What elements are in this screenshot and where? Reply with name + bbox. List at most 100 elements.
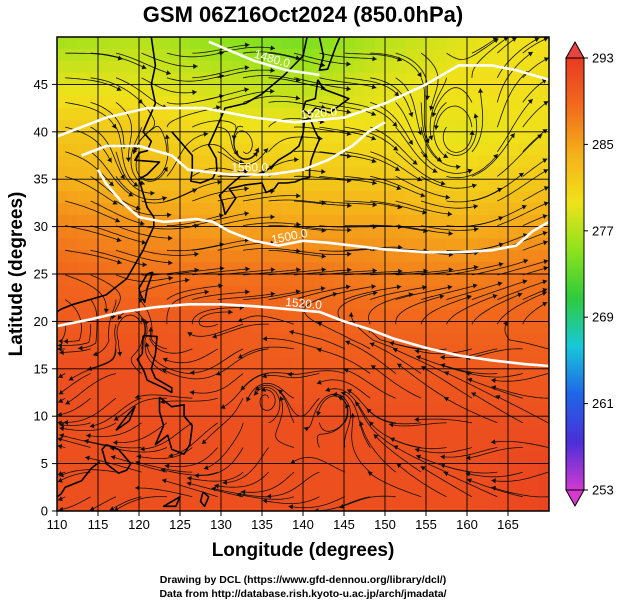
field-cell	[180, 61, 191, 73]
field-cell	[508, 381, 519, 393]
field-cell	[272, 487, 283, 499]
field-cell	[457, 404, 468, 416]
field-cell	[119, 475, 130, 487]
field-cell	[385, 487, 396, 499]
field-cell	[67, 132, 78, 144]
field-cell	[375, 227, 386, 239]
field-cell	[457, 452, 468, 464]
field-cell	[344, 345, 355, 357]
field-cell	[190, 345, 201, 357]
field-cell	[498, 404, 509, 416]
field-cell	[529, 452, 540, 464]
field-cell	[488, 250, 499, 262]
y-tick-label: 15	[34, 361, 48, 376]
field-cell	[436, 369, 447, 381]
field-cell	[436, 487, 447, 499]
field-cell	[170, 321, 181, 333]
field-cell	[447, 49, 458, 61]
field-cell	[262, 73, 273, 85]
field-cell	[416, 49, 427, 61]
colorbar-min-arrow	[566, 490, 584, 506]
field-cell	[436, 274, 447, 286]
field-cell	[406, 416, 417, 428]
field-cell	[98, 274, 109, 286]
field-cell	[78, 250, 89, 262]
field-cell	[67, 108, 78, 120]
field-cell	[67, 84, 78, 96]
field-cell	[88, 49, 99, 61]
field-cell	[190, 369, 201, 381]
field-cell	[293, 464, 304, 476]
field-cell	[539, 49, 550, 61]
x-tick-label: 145	[333, 517, 355, 532]
field-cell	[467, 487, 478, 499]
field-cell	[467, 274, 478, 286]
x-tick-label: 115	[88, 517, 109, 532]
field-cell	[149, 499, 160, 511]
field-cell	[78, 84, 89, 96]
field-cell	[498, 96, 509, 108]
field-cell	[375, 487, 386, 499]
field-cell	[365, 37, 376, 49]
field-cell	[272, 357, 283, 369]
field-cell	[170, 310, 181, 322]
field-cell	[529, 357, 540, 369]
field-cell	[293, 393, 304, 405]
field-cell	[272, 499, 283, 511]
colorbar-tick-label: 277	[592, 223, 614, 238]
field-cell	[108, 37, 119, 49]
field-cell	[119, 37, 130, 49]
field-cell	[344, 227, 355, 239]
field-cell	[201, 475, 212, 487]
field-cell	[67, 499, 78, 511]
field-cell	[334, 452, 345, 464]
field-cell	[221, 321, 232, 333]
field-cell	[375, 452, 386, 464]
field-cell	[211, 345, 222, 357]
field-cell	[98, 61, 109, 73]
field-cell	[508, 96, 519, 108]
field-cell	[149, 238, 160, 250]
field-cell	[426, 49, 437, 61]
field-cell	[221, 274, 232, 286]
field-cell	[385, 321, 396, 333]
field-cell	[436, 84, 447, 96]
field-cell	[385, 369, 396, 381]
field-cell	[160, 73, 171, 85]
credit-drawing: Drawing by DCL (https://www.gfd-dennou.o…	[160, 574, 446, 586]
field-cell	[324, 475, 335, 487]
field-cell	[324, 404, 335, 416]
field-cell	[529, 156, 540, 168]
field-cell	[518, 345, 529, 357]
field-cell	[436, 49, 447, 61]
field-cell	[313, 475, 324, 487]
field-cell	[365, 61, 376, 73]
field-cell	[108, 132, 119, 144]
field-cell	[457, 428, 468, 440]
field-cell	[354, 298, 365, 310]
field-cell	[242, 440, 253, 452]
field-cell	[78, 321, 89, 333]
field-cell	[272, 132, 283, 144]
field-cell	[416, 404, 427, 416]
field-cell	[539, 452, 550, 464]
field-cell	[498, 333, 509, 345]
field-cell	[529, 440, 540, 452]
field-cell	[457, 37, 468, 49]
field-cell	[488, 132, 499, 144]
field-cell	[498, 452, 509, 464]
field-cell	[139, 416, 150, 428]
field-cell	[498, 499, 509, 511]
field-cell	[98, 96, 109, 108]
field-cell	[98, 381, 109, 393]
field-cell	[539, 381, 550, 393]
field-cell	[262, 250, 273, 262]
field-cell	[354, 120, 365, 132]
field-cell	[108, 96, 119, 108]
field-cell	[57, 61, 68, 73]
field-cell	[539, 333, 550, 345]
field-cell	[283, 37, 294, 49]
field-cell	[416, 156, 427, 168]
field-cell	[426, 333, 437, 345]
field-cell	[518, 416, 529, 428]
